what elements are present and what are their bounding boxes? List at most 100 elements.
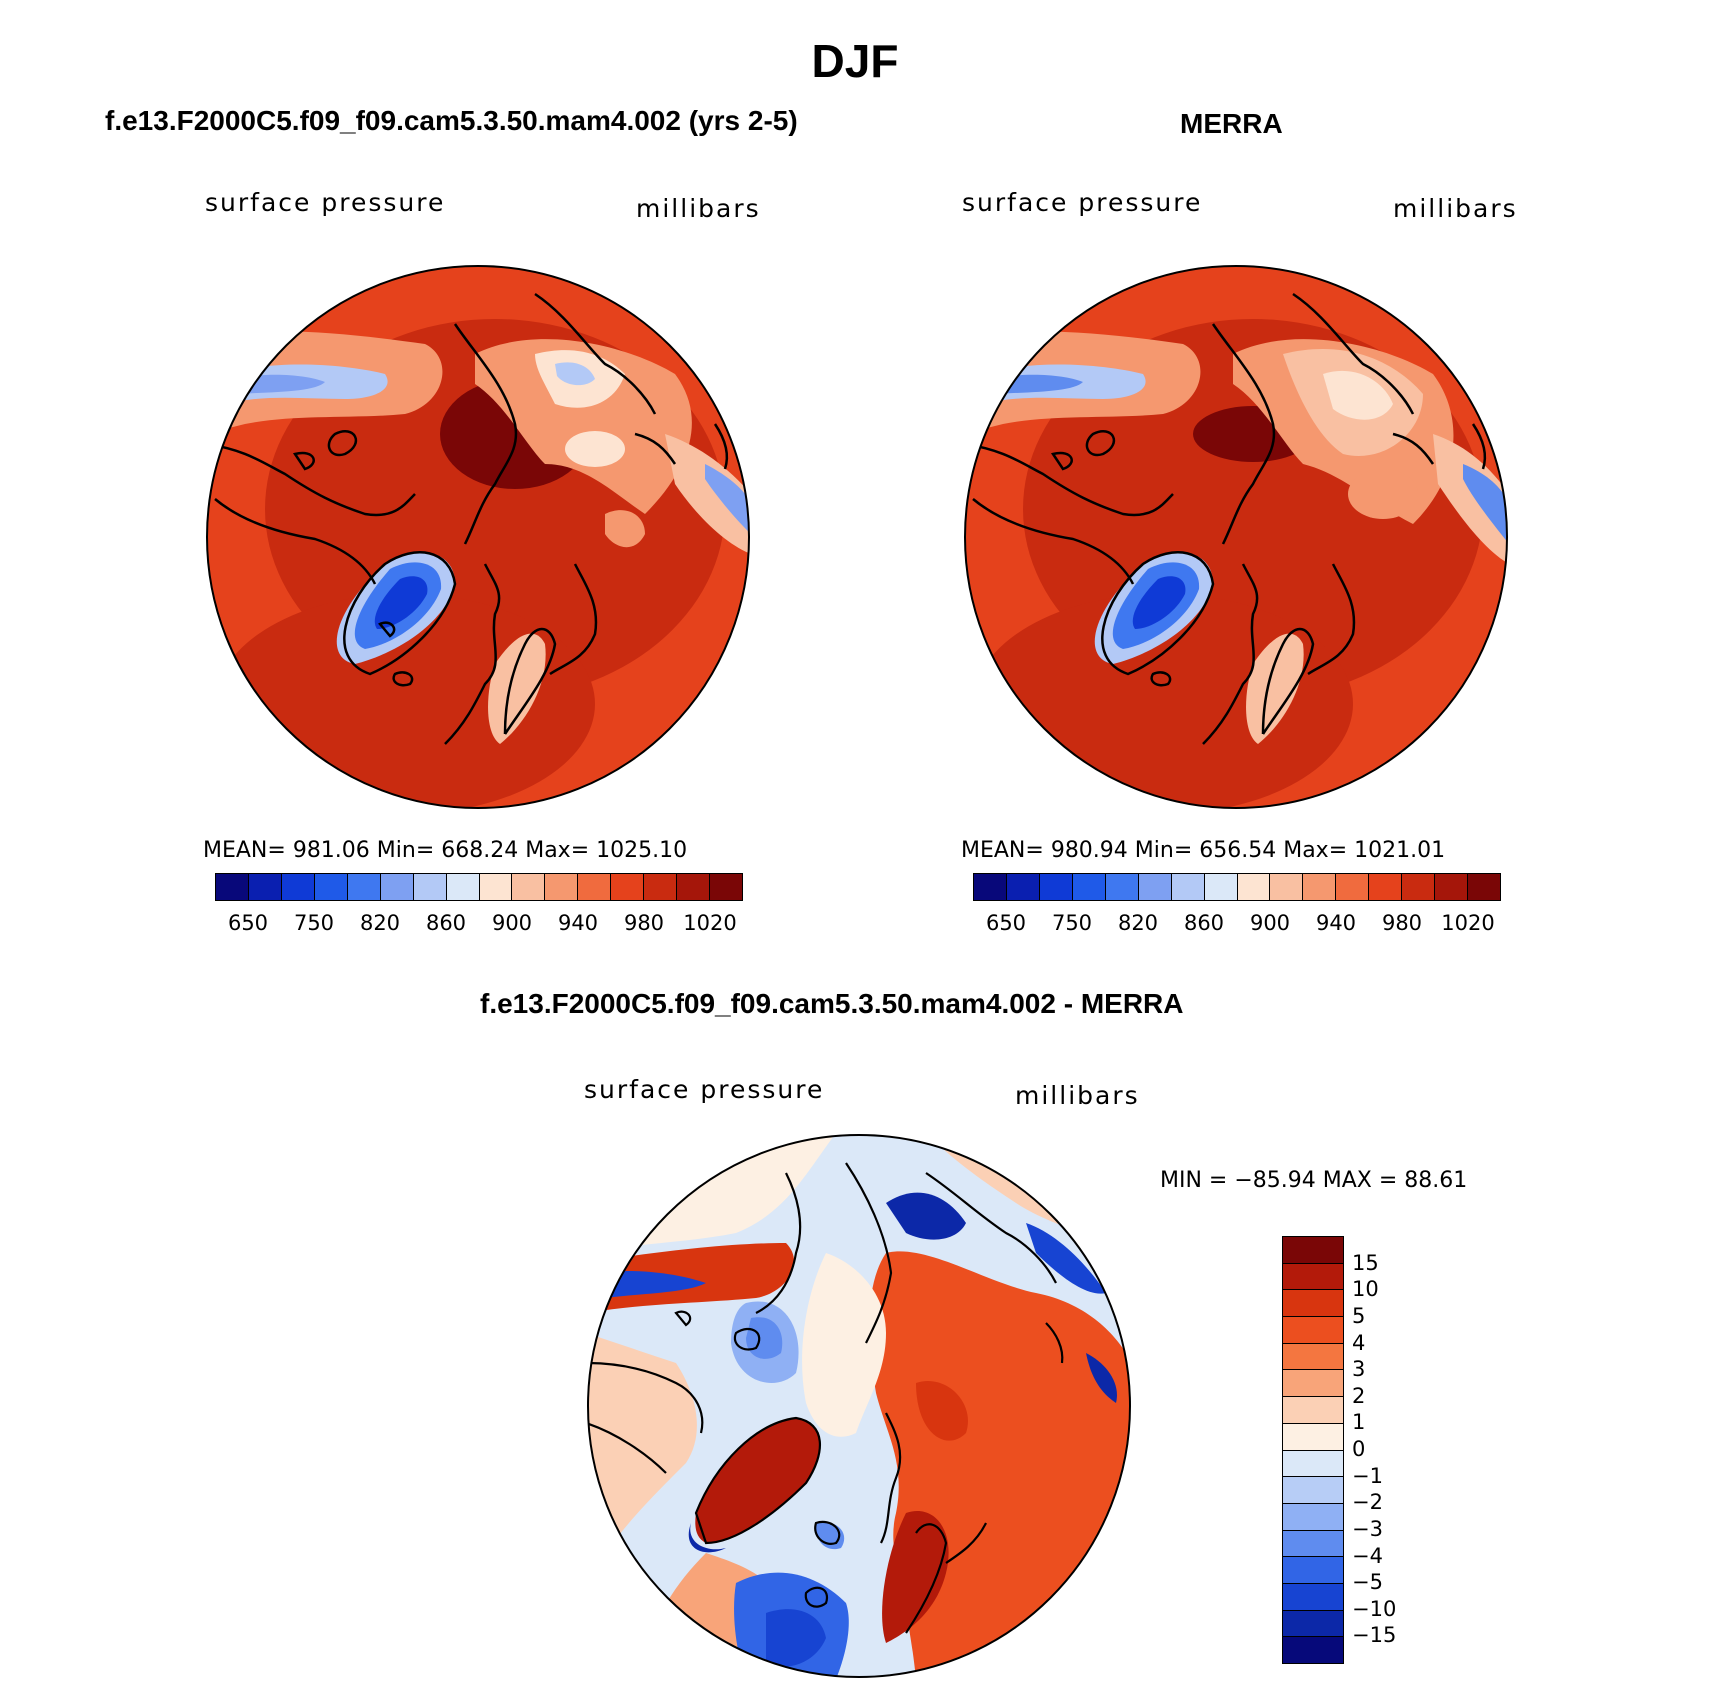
colorbar-tick: −5 [1352,1570,1383,1595]
colorbar-swatch [1283,1477,1343,1504]
colorbar-tick: 980 [1381,911,1423,935]
model-stats: MEAN= 981.06 Min= 668.24 Max= 1025.10 [203,838,688,863]
colorbar-tick: 2 [1352,1383,1366,1408]
colorbar-swatch [1283,1397,1343,1424]
colorbar-swatch [1369,874,1403,900]
colorbar-swatch [216,874,249,900]
colorbar-tick: 860 [425,911,467,935]
colorbar-swatch [1006,874,1040,900]
colorbar-swatch [1283,1263,1343,1291]
colorbar-swatch [644,874,678,900]
colorbar-tick: −3 [1352,1516,1383,1541]
colorbar-swatch [314,874,348,900]
colorbar-tick: −10 [1352,1596,1397,1621]
colorbar-swatch [1072,874,1106,900]
colorbar-tick: 860 [1183,911,1225,935]
obs-colorbar [973,873,1501,901]
colorbar-tick: 650 [985,911,1027,935]
colorbar-swatch [1204,874,1238,900]
model-variable-label: surface pressure [205,188,446,217]
diff-colorbar [1282,1236,1344,1664]
colorbar-swatch [1237,874,1271,900]
obs-panel-title: MERRA [1180,108,1283,139]
colorbar-swatch [1283,1530,1343,1558]
colorbar-tick: 980 [623,911,665,935]
colorbar-tick: 1 [1352,1410,1366,1435]
colorbar-tick: 940 [1315,911,1357,935]
colorbar-swatch [710,874,742,900]
colorbar-tick: 5 [1352,1303,1366,1328]
colorbar-swatch [1283,1583,1343,1611]
colorbar-swatch [1270,874,1304,900]
colorbar-swatch [446,874,480,900]
colorbar-swatch [281,874,315,900]
colorbar-swatch [1283,1557,1343,1584]
obs-stats: MEAN= 980.94 Min= 656.54 Max= 1021.01 [961,838,1446,863]
colorbar-swatch [1303,874,1337,900]
diff-units-label: millibars [1015,1081,1140,1110]
colorbar-swatch [512,874,546,900]
model-colorbar-ticks: 650 750 820 860 900 940 980 1020 [215,911,743,941]
colorbar-tick: 4 [1352,1330,1366,1355]
colorbar-swatch [479,874,513,900]
colorbar-tick: 820 [359,911,401,935]
colorbar-swatch [611,874,645,900]
colorbar-swatch [1283,1343,1343,1371]
colorbar-swatch [1105,874,1139,900]
figure-title: DJF [811,35,899,87]
colorbar-tick: −2 [1352,1490,1383,1515]
colorbar-swatch [545,874,579,900]
colorbar-tick: 1020 [683,911,737,935]
diff-colorbar-ticks: 15 10 5 4 3 2 1 0 −1 −2 −3 −4 −5 −10 −15 [1352,1236,1432,1662]
model-polar-map [206,265,750,809]
colorbar-tick: 820 [1117,911,1159,935]
colorbar-swatch [1039,874,1073,900]
model-units-label: millibars [636,194,761,223]
diff-panel-title: f.e13.F2000C5.f09_f09.cam5.3.50.mam4.002… [480,988,1184,1019]
colorbar-swatch [413,874,447,900]
colorbar-tick: 750 [293,911,335,935]
colorbar-swatch [1336,874,1370,900]
colorbar-swatch [1468,874,1500,900]
colorbar-swatch [1283,1290,1343,1318]
colorbar-swatch [1283,1317,1343,1344]
obs-variable-label: surface pressure [962,188,1203,217]
diff-stats: MIN = −85.94 MAX = 88.61 [1160,1168,1468,1193]
colorbar-swatch [1138,874,1172,900]
colorbar-swatch [677,874,711,900]
colorbar-swatch [347,874,381,900]
colorbar-swatch [380,874,414,900]
colorbar-tick: 3 [1352,1357,1366,1382]
colorbar-swatch [578,874,612,900]
colorbar-tick: −4 [1352,1543,1383,1568]
colorbar-swatch [1283,1237,1343,1264]
colorbar-swatch [1283,1503,1343,1531]
colorbar-swatch [1283,1610,1343,1638]
colorbar-tick: −1 [1352,1463,1383,1488]
diff-polar-map [587,1134,1131,1678]
obs-colorbar-ticks: 650 750 820 860 900 940 980 1020 [973,911,1501,941]
model-colorbar [215,873,743,901]
colorbar-swatch [1283,1637,1343,1663]
colorbar-swatch [1435,874,1469,900]
colorbar-tick: 15 [1352,1250,1379,1275]
model-panel-title: f.e13.F2000C5.f09_f09.cam5.3.50.mam4.002… [105,105,798,136]
obs-units-label: millibars [1393,194,1518,223]
colorbar-swatch [1283,1450,1343,1478]
colorbar-swatch [1283,1423,1343,1451]
colorbar-swatch [248,874,282,900]
obs-polar-map [964,265,1508,809]
colorbar-swatch [974,874,1007,900]
colorbar-swatch [1283,1370,1343,1398]
diff-variable-label: surface pressure [584,1075,825,1104]
colorbar-tick: 900 [1249,911,1291,935]
colorbar-tick: −15 [1352,1623,1397,1648]
colorbar-tick: 0 [1352,1437,1366,1461]
colorbar-swatch [1402,874,1436,900]
colorbar-tick: 650 [227,911,269,935]
colorbar-tick: 750 [1051,911,1093,935]
colorbar-tick: 940 [557,911,599,935]
colorbar-swatch [1171,874,1205,900]
colorbar-tick: 10 [1352,1277,1379,1302]
colorbar-tick: 1020 [1441,911,1495,935]
